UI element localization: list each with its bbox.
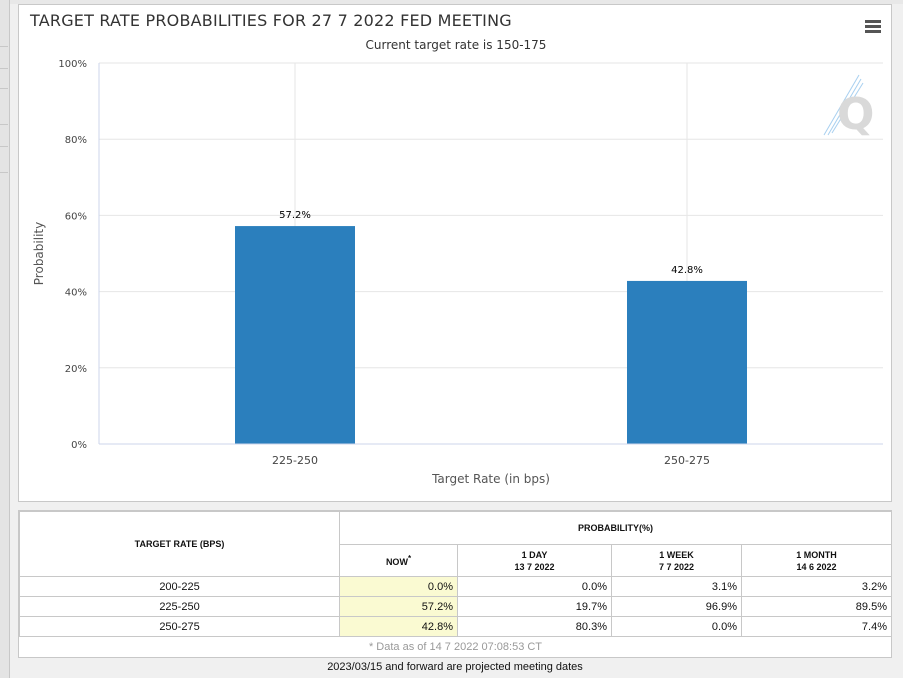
week-cell: 3.1%	[611, 576, 742, 597]
x-axis-title: Target Rate (in bps)	[431, 472, 550, 486]
one-month-column-header: 1 MONTH 14 6 2022	[741, 544, 892, 577]
svg-text:Q: Q	[837, 89, 874, 140]
one-week-column-header: 1 WEEK 7 7 2022	[611, 544, 742, 577]
chart-panel: Q 57.2% 42.8% 0% 20% 40% 60% 80% 100% 225-250 25…	[18, 4, 892, 502]
day-cell: 0.0%	[457, 576, 612, 597]
chart-title: TARGET RATE PROBABILITIES FOR 27 7 2022 …	[30, 11, 512, 30]
y-tick-label: 60%	[65, 211, 87, 222]
now-cell: 42.8%	[339, 616, 458, 637]
bar-data-label: 42.8%	[671, 265, 703, 276]
table-row: 250-275 42.8% 80.3% 0.0% 7.4%	[19, 616, 892, 637]
left-panel-edge	[0, 0, 10, 678]
month-cell: 7.4%	[741, 616, 892, 637]
projected-dates-note: 2023/03/15 and forward are projected mee…	[327, 661, 583, 673]
y-tick-label: 100%	[58, 59, 87, 70]
rate-cell: 225-250	[19, 596, 340, 617]
rate-cell: 250-275	[19, 616, 340, 637]
month-cell: 3.2%	[741, 576, 892, 597]
now-column-header: NOW*	[339, 544, 458, 577]
bar	[235, 226, 355, 444]
rate-cell: 200-225	[19, 576, 340, 597]
rate-column-header: TARGET RATE (BPS)	[19, 511, 340, 577]
week-cell: 96.9%	[611, 596, 742, 617]
day-cell: 19.7%	[457, 596, 612, 617]
bar-data-label: 57.2%	[279, 210, 311, 221]
now-cell: 0.0%	[339, 576, 458, 597]
bar-chart: Q 57.2% 42.8% 0% 20% 40% 60% 80% 100% 225-250 25…	[32, 59, 883, 486]
chart-subtitle: Current target rate is 150-175	[365, 38, 547, 52]
y-tick-label: 80%	[65, 135, 87, 146]
x-tick-label: 250-275	[664, 454, 710, 467]
y-tick-label: 0%	[71, 440, 87, 451]
hamburger-menu-icon[interactable]	[865, 20, 881, 34]
probability-table-panel: TARGET RATE (BPS) PROBABILITY(%) NOW* 1 …	[18, 510, 892, 658]
one-day-column-header: 1 DAY 13 7 2022	[457, 544, 612, 577]
y-axis-title: Probability	[32, 222, 46, 285]
week-cell: 0.0%	[611, 616, 742, 637]
data-timestamp-footnote: * Data as of 14 7 2022 07:08:53 CT	[368, 640, 543, 653]
top-tab-strip	[10, 0, 903, 4]
x-tick-label: 225-250	[272, 454, 318, 467]
y-tick-label: 20%	[65, 364, 87, 375]
watermark-logo: Q	[823, 74, 874, 140]
day-cell: 80.3%	[457, 616, 612, 637]
now-cell: 57.2%	[339, 596, 458, 617]
table-row: 225-250 57.2% 19.7% 96.9% 89.5%	[19, 596, 892, 617]
probability-table: TARGET RATE (BPS) PROBABILITY(%) NOW* 1 …	[19, 511, 892, 657]
probability-header: PROBABILITY(%)	[339, 511, 892, 545]
month-cell: 89.5%	[741, 596, 892, 617]
bar	[627, 280, 747, 444]
y-tick-label: 40%	[65, 288, 87, 299]
table-row: 200-225 0.0% 0.0% 3.1% 3.2%	[19, 576, 892, 597]
